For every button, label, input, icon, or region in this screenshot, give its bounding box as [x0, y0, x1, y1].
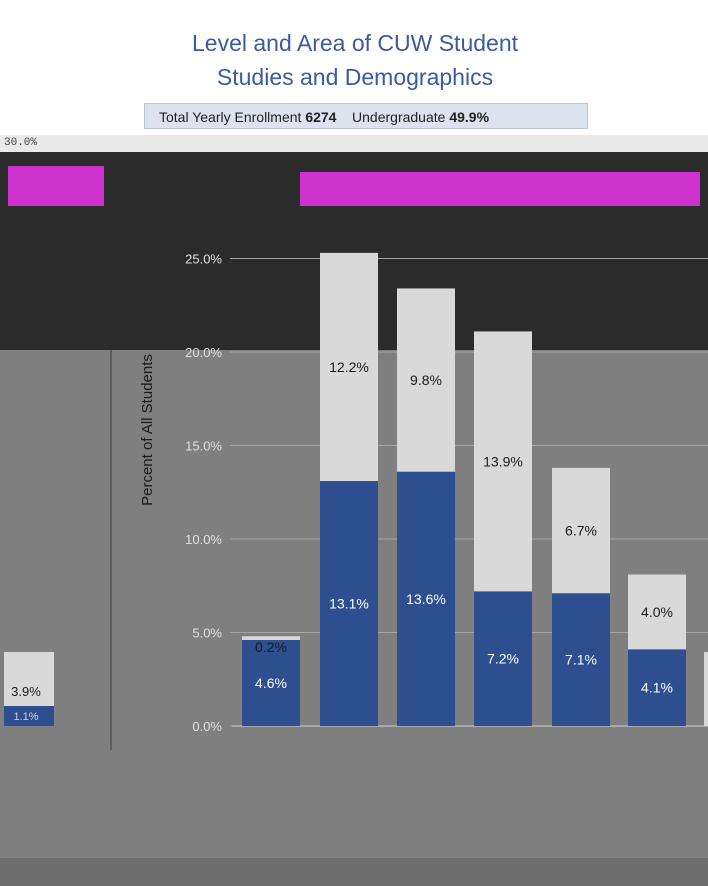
bar-label-top: 6.7% [565, 523, 597, 539]
y-tick-label: 5.0% [192, 626, 222, 641]
magenta-block-right [300, 172, 700, 206]
bar-segment-top [552, 467, 610, 594]
bar-label-top: 0.2% [255, 639, 287, 655]
bar-segment-bottom [320, 481, 378, 726]
bar-label-bottom: 13.1% [329, 596, 369, 612]
magenta-block-left [8, 166, 104, 206]
bar-segment-top [474, 331, 532, 592]
y-tick-label: 15.0% [185, 439, 222, 454]
y-axis-label: Percent of All Students [139, 354, 156, 506]
bar-label-bottom: 4.6% [255, 675, 287, 691]
bar-segment-bottom [628, 649, 686, 726]
bar-label-bottom: 13.6% [406, 591, 446, 607]
partial-bar-label-bottom: 1.1% [13, 711, 38, 723]
chart-title-line2: Studies and Demographics [216, 64, 494, 90]
top-strip [0, 135, 708, 153]
chart-title-line1: Level and Area of CUW Student [191, 30, 519, 56]
bar-label-bottom: 7.1% [565, 652, 597, 668]
y-tick-label: 20.0% [185, 345, 222, 360]
top-strip-label: 30.0% [4, 137, 38, 149]
bar-label-top: 4.0% [641, 604, 673, 620]
bar-label-top: 12.2% [329, 359, 369, 375]
enrollment-total-value: 6274 [305, 109, 337, 125]
bar-label-top: 13.9% [483, 453, 523, 469]
partial-bar-bottom [4, 706, 54, 726]
y-tick-label: 10.0% [185, 532, 222, 547]
y-tick-label: 25.0% [185, 252, 222, 267]
bar-label-top: 9.8% [410, 372, 442, 388]
bar-segment-bottom [474, 591, 532, 726]
partial-bar-label-top: 3.9% [11, 684, 41, 699]
legend-bar [0, 858, 708, 886]
bar-segment-top [628, 574, 686, 650]
bar-segment-bottom [397, 471, 455, 726]
bar-segment-top [397, 288, 455, 472]
enrollment-summary: Total Yearly Enrollment 6274 Undergradua… [144, 103, 588, 129]
bar-segment-bottom [552, 593, 610, 726]
y-tick-label: 0.0% [192, 719, 222, 734]
bar-segment-top [242, 636, 300, 640]
chart-title: Level and Area of CUW Student Studies an… [150, 26, 560, 94]
bar-segment-bottom [242, 639, 300, 726]
partial-bar-right [704, 652, 708, 726]
bar-label-bottom: 7.2% [487, 651, 519, 667]
enrollment-total-label: Total Yearly Enrollment [159, 109, 302, 125]
bar-segment-top [320, 252, 378, 482]
bar-label-bottom: 4.1% [641, 680, 673, 696]
undergrad-value: 49.9% [449, 109, 490, 125]
undergrad-label: Undergraduate [352, 109, 446, 125]
